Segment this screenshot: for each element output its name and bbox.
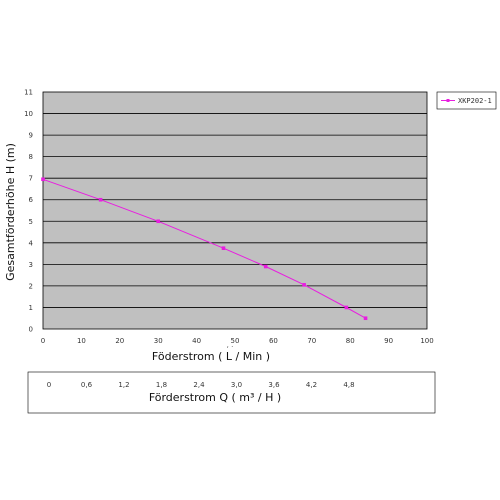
flow-m3h-value: 0,6 bbox=[81, 381, 93, 389]
x-tick-label: 10 bbox=[77, 337, 86, 345]
legend-marker bbox=[446, 99, 450, 102]
flow-m3h-value: 0 bbox=[47, 381, 51, 389]
data-point bbox=[41, 177, 45, 182]
x-tick-label: 70 bbox=[307, 337, 316, 345]
x-tick-label: 80 bbox=[346, 337, 355, 345]
x-tick-label: 30 bbox=[154, 337, 163, 345]
y-tick-label: 9 bbox=[29, 132, 33, 140]
y-tick-label: 0 bbox=[29, 326, 33, 334]
flow-m3h-value: 1,2 bbox=[118, 381, 129, 389]
data-point bbox=[302, 283, 306, 287]
y-tick-label: 5 bbox=[29, 218, 33, 226]
x-axis-title: Föderstrom ( L / Min ) bbox=[152, 350, 270, 363]
data-point bbox=[221, 246, 226, 251]
x-tick-label: 40 bbox=[192, 337, 201, 345]
y-axis-ticks: 0 1 2 3 4 5 6 7 8 9 10 11 bbox=[24, 89, 33, 334]
x-tick-label: 60 bbox=[269, 337, 278, 345]
x-tick-label: 100 bbox=[420, 337, 433, 345]
data-point bbox=[263, 264, 268, 269]
flow-m3h-value: 2,4 bbox=[193, 381, 205, 389]
x-tick-label: 20 bbox=[115, 337, 124, 345]
plot-area bbox=[42, 91, 428, 330]
y-tick-label: 8 bbox=[29, 153, 33, 161]
y-tick-label: 7 bbox=[29, 175, 33, 183]
x-axis-ticks: 0 10 20 30 40 50 60 70 80 90 100 bbox=[41, 337, 434, 345]
grid-lines bbox=[43, 113, 427, 308]
series-line bbox=[42, 178, 366, 319]
legend-label: XKP202-1 bbox=[458, 97, 492, 105]
y-tick-label: 3 bbox=[29, 261, 33, 269]
series-xkp202-1 bbox=[41, 177, 368, 321]
conversion-table-title: Förderstrom Q ( m³ / H ) bbox=[149, 391, 281, 404]
data-point bbox=[344, 305, 349, 310]
data-point bbox=[98, 197, 103, 202]
y-tick-label: 10 bbox=[24, 110, 33, 118]
x-tick-label: 0 bbox=[41, 337, 45, 345]
x-tick-label: 50 bbox=[231, 337, 240, 345]
flow-m3h-value: 1,8 bbox=[156, 381, 167, 389]
y-tick-label: 1 bbox=[29, 304, 33, 312]
conversion-table-box bbox=[27, 371, 436, 414]
data-point bbox=[156, 219, 160, 224]
conversion-table: 0 0,6 1,2 1,8 2,4 3,0 3,6 4,2 4,8 Förderstrom Q … bbox=[27, 371, 436, 414]
x-tick-label: 90 bbox=[384, 337, 393, 345]
legend: XKP202-1 bbox=[436, 91, 497, 110]
y-tick-label: 11 bbox=[24, 89, 33, 97]
stray-mark: , . bbox=[227, 341, 234, 349]
legend-box bbox=[436, 91, 497, 110]
flow-m3h-value: 3,6 bbox=[268, 381, 280, 389]
y-tick-label: 4 bbox=[29, 239, 34, 247]
flow-m3h-value: 4,8 bbox=[343, 381, 354, 389]
flow-m3h-value: 3,0 bbox=[231, 381, 242, 389]
y-axis-title: Gesamtförderhöhe H (m) bbox=[4, 143, 17, 281]
y-tick-label: 6 bbox=[29, 196, 34, 204]
flow-m3h-value: 4,2 bbox=[306, 381, 317, 389]
y-tick-label: 2 bbox=[29, 282, 33, 290]
data-point bbox=[363, 316, 368, 321]
flow-m3h-values: 0 0,6 1,2 1,8 2,4 3,0 3,6 4,2 4,8 bbox=[47, 381, 355, 389]
